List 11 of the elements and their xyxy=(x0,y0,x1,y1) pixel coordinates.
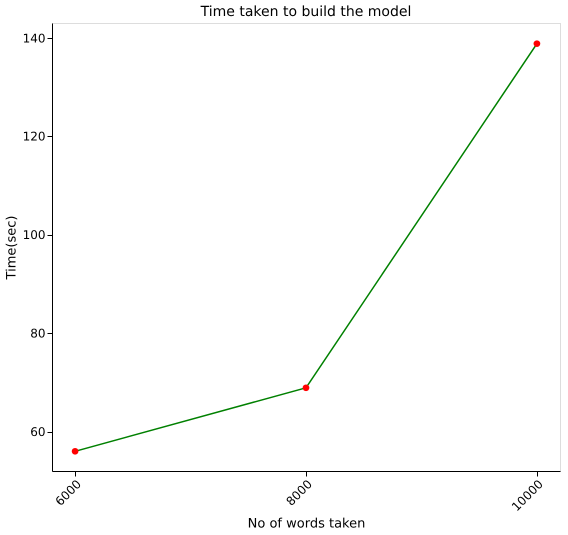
point xyxy=(302,384,310,392)
y-tick-label: 100 xyxy=(22,228,46,242)
y-axis-title: Time(sec) xyxy=(4,216,20,280)
point xyxy=(72,448,78,455)
y-tick-label: 60 xyxy=(30,425,46,440)
chart-title: Time taken to build the model xyxy=(200,4,412,20)
x-axis-title: No of words taken xyxy=(248,516,366,532)
y-tick-label: 80 xyxy=(30,326,46,341)
point xyxy=(534,40,540,48)
y-tick-label: 120 xyxy=(22,130,46,144)
y-tick-label: 140 xyxy=(22,31,46,46)
